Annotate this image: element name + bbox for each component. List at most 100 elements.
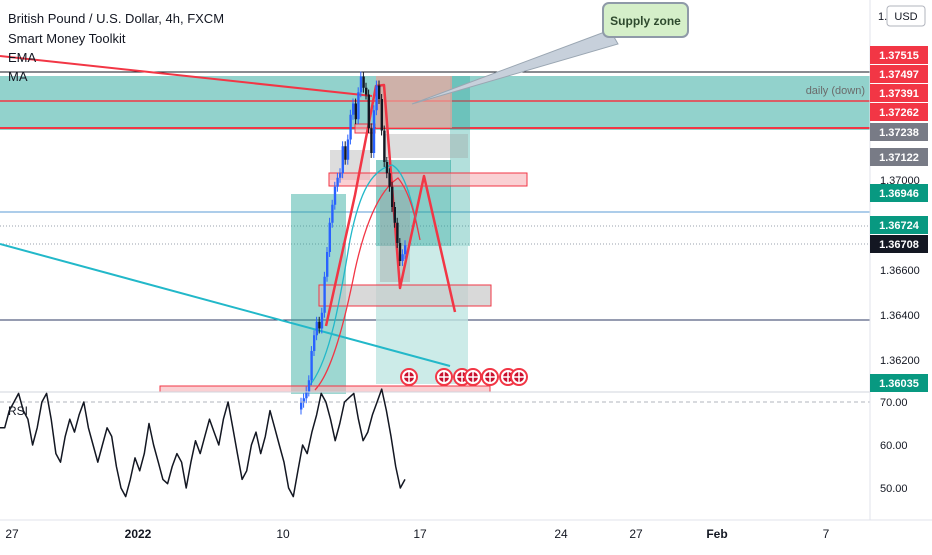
price-label-tag <box>870 84 928 102</box>
candle-body[interactable] <box>341 146 344 174</box>
price-label-text: 1.37515 <box>879 50 919 62</box>
candle-body[interactable] <box>378 85 381 100</box>
candle-body[interactable] <box>396 222 399 243</box>
candle-body[interactable] <box>365 87 368 95</box>
ema-line <box>309 164 419 386</box>
candle-body[interactable] <box>315 321 318 336</box>
candle-body[interactable] <box>333 186 337 205</box>
candle-body[interactable] <box>320 312 324 329</box>
position-box-target[interactable] <box>376 246 468 384</box>
event-flags[interactable] <box>400 368 528 386</box>
gray-zone-2 <box>383 134 468 158</box>
candle-body[interactable] <box>339 173 342 178</box>
candle-body[interactable] <box>375 85 378 111</box>
price-candles[interactable] <box>300 71 407 415</box>
price-label-tag <box>870 235 928 253</box>
price-tick-label: 1.36400 <box>880 310 920 322</box>
candle-body[interactable] <box>318 321 321 329</box>
time-axis-label: 17 <box>413 527 427 541</box>
order-block-bottom[interactable] <box>159 385 491 393</box>
candle-body[interactable] <box>385 162 389 174</box>
candle-body[interactable] <box>370 128 373 153</box>
time-axis-label: 2022 <box>125 527 152 541</box>
candle-body[interactable] <box>346 139 350 160</box>
candle-body[interactable] <box>380 99 383 131</box>
candle-body[interactable] <box>401 254 404 261</box>
candle-body[interactable] <box>357 92 360 120</box>
time-axis-label: 10 <box>276 527 290 541</box>
candle-body[interactable] <box>331 204 334 223</box>
supply-zone-callout[interactable] <box>602 2 689 38</box>
price-label-tag <box>870 46 928 64</box>
stop-box[interactable] <box>376 76 452 128</box>
price-label-text: 1.36946 <box>879 188 919 200</box>
price-label-tag <box>870 123 928 141</box>
candle-body[interactable] <box>305 391 308 399</box>
candle-body[interactable] <box>328 222 331 252</box>
indicator-ema[interactable]: EMA <box>8 50 37 65</box>
candle-body[interactable] <box>344 146 347 160</box>
candle-body[interactable] <box>367 94 370 129</box>
price-label-text: 1.36708 <box>879 239 919 251</box>
indicator-smart-money[interactable]: Smart Money Toolkit <box>8 31 126 46</box>
currency-button[interactable] <box>886 5 926 27</box>
candle-body[interactable] <box>349 114 352 140</box>
candle-body[interactable] <box>336 177 339 187</box>
price-label-tag <box>870 184 928 202</box>
cyan-trendline[interactable] <box>0 243 451 367</box>
candle-body[interactable] <box>352 103 355 115</box>
time-axis-label: 27 <box>5 527 19 541</box>
candle-body[interactable] <box>393 207 396 223</box>
candle-body[interactable] <box>310 351 313 381</box>
candle-body[interactable] <box>383 130 386 163</box>
supply-zone-callout-text: Supply zone <box>610 14 681 28</box>
time-axis[interactable]: 27 2022 10 17 24 27 Feb 7 <box>5 527 829 541</box>
projection-path[interactable] <box>324 83 457 327</box>
time-axis-label: 27 <box>629 527 643 541</box>
position-box-right[interactable] <box>450 76 470 246</box>
candle-body[interactable] <box>391 186 394 207</box>
rsi-tick-label: 50.00 <box>880 483 908 495</box>
currency-button-label[interactable]: USD <box>894 11 917 23</box>
candle-body[interactable] <box>388 173 391 187</box>
order-block-upper[interactable] <box>328 172 528 187</box>
price-label-text: 1.36035 <box>879 378 919 390</box>
ma-line <box>314 177 421 391</box>
candle-body[interactable] <box>398 243 402 261</box>
price-label-tag <box>870 216 928 234</box>
price-label-tag <box>870 65 928 83</box>
candle-body[interactable] <box>313 335 316 351</box>
candle-body[interactable] <box>300 402 303 410</box>
candle-body[interactable] <box>354 103 357 120</box>
rsi-tick-label: 60.00 <box>880 440 908 452</box>
price-label-text: 1.36724 <box>879 220 920 232</box>
candle-body[interactable] <box>302 398 305 403</box>
candle-body[interactable] <box>359 76 363 93</box>
candle-body[interactable] <box>404 245 407 255</box>
price-tick-label: 1.36600 <box>880 265 920 277</box>
rsi-ticks: 70.00 60.00 50.00 <box>880 397 908 495</box>
price-label-tag <box>870 374 928 392</box>
indicator-ma[interactable]: MA <box>8 69 28 84</box>
daily-zone-label: daily (down) <box>806 85 865 97</box>
price-label-text: 1.37238 <box>879 127 919 139</box>
candle-body[interactable] <box>307 380 311 392</box>
candle-body[interactable] <box>372 110 376 153</box>
rsi-line <box>0 388 406 498</box>
time-axis-label: 7 <box>823 527 830 541</box>
symbol-title[interactable]: British Pound / U.S. Dollar, 4h, FXCM <box>8 11 224 26</box>
price-label-text: 1.37497 <box>879 69 919 81</box>
order-block-lower[interactable] <box>318 284 492 307</box>
price-tick-label: 1.36200 <box>880 355 920 367</box>
candle-body[interactable] <box>323 276 326 313</box>
price-label-text: 1.37262 <box>879 107 919 119</box>
time-axis-label: Feb <box>706 527 727 541</box>
time-axis-label: 24 <box>554 527 568 541</box>
price-label-tag <box>870 148 928 166</box>
rsi-tick-label: 70.00 <box>880 397 908 409</box>
candle-body[interactable] <box>326 252 329 277</box>
red-trendline[interactable] <box>0 55 373 97</box>
candle-body[interactable] <box>362 76 365 88</box>
